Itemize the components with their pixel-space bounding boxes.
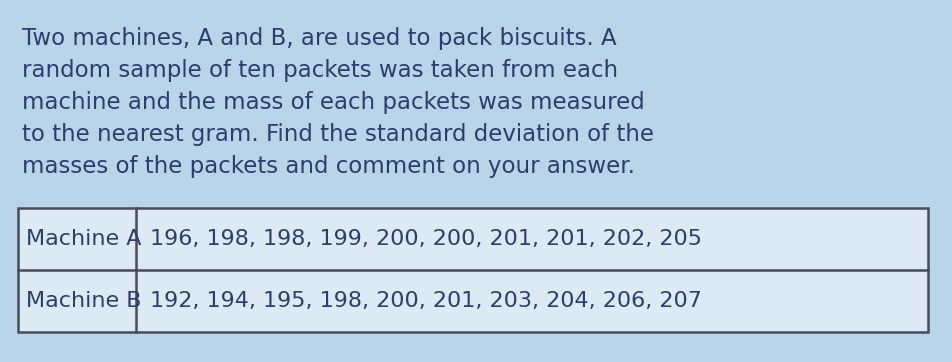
Text: random sample of ten packets was taken from each: random sample of ten packets was taken f… — [22, 59, 618, 82]
Text: 196, 198, 198, 199, 200, 200, 201, 201, 202, 205: 196, 198, 198, 199, 200, 200, 201, 201, … — [150, 229, 702, 249]
Text: masses of the packets and comment on your answer.: masses of the packets and comment on you… — [22, 155, 635, 178]
Bar — [18, 208, 928, 332]
Bar — [18, 208, 928, 332]
Text: Machine A: Machine A — [26, 229, 142, 249]
Text: Machine B: Machine B — [26, 291, 142, 311]
Text: Two machines, A and B, are used to pack biscuits. A: Two machines, A and B, are used to pack … — [22, 27, 617, 50]
Text: machine and the mass of each packets was measured: machine and the mass of each packets was… — [22, 91, 645, 114]
Text: 192, 194, 195, 198, 200, 201, 203, 204, 206, 207: 192, 194, 195, 198, 200, 201, 203, 204, … — [150, 291, 702, 311]
Text: to the nearest gram. Find the standard deviation of the: to the nearest gram. Find the standard d… — [22, 123, 654, 146]
